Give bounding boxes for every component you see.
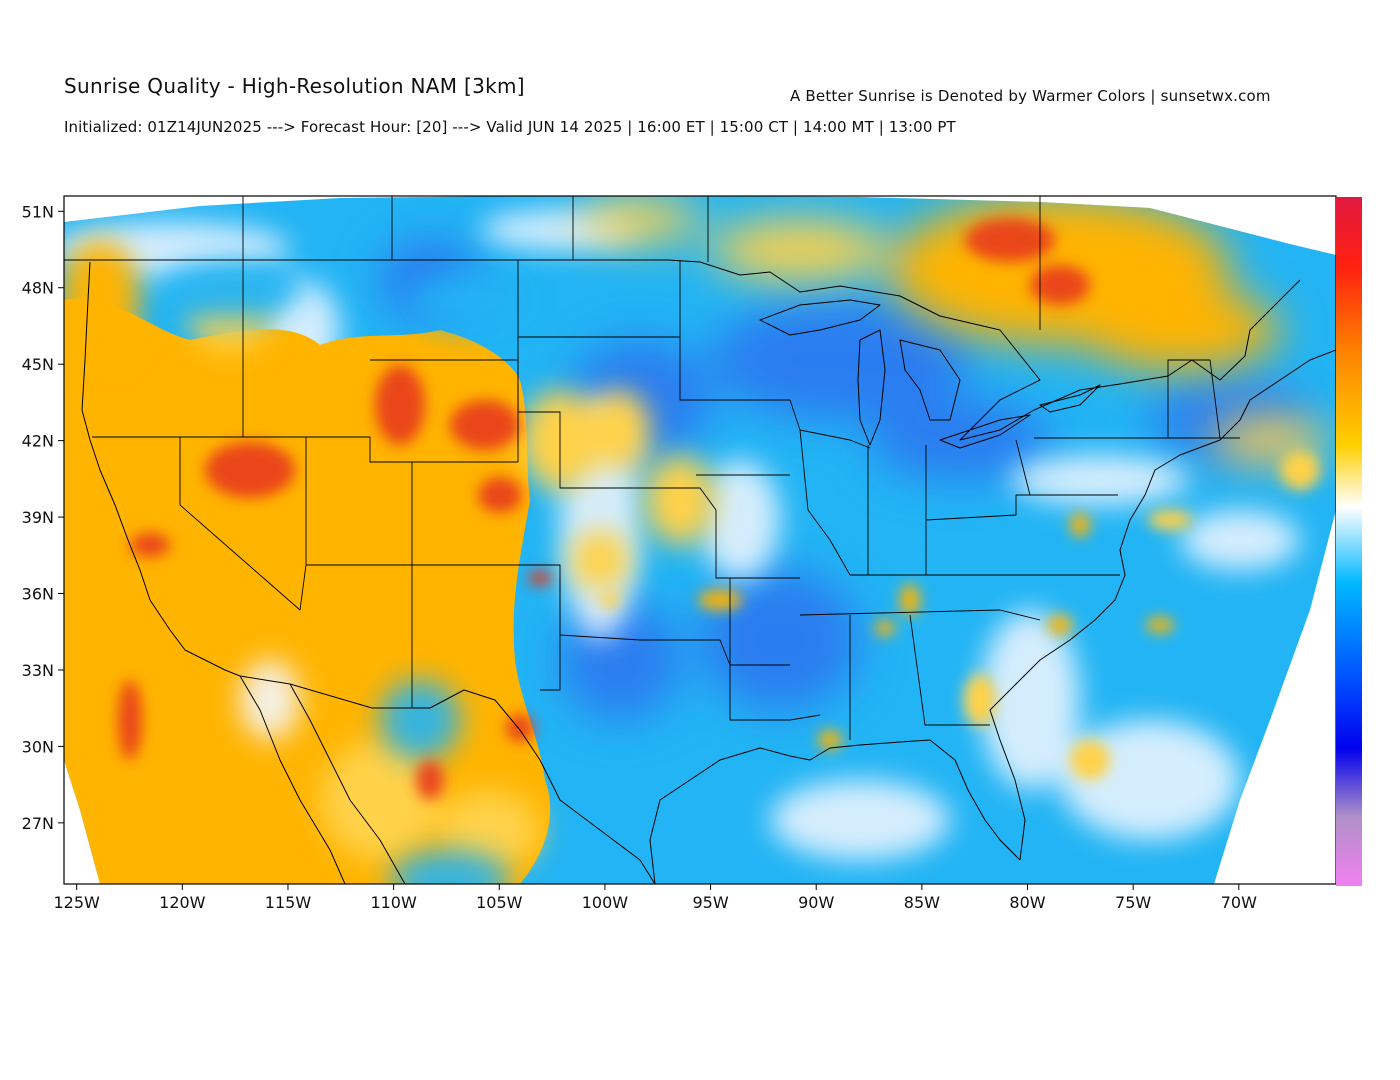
lat-tick-label: 27N	[22, 814, 54, 833]
lon-tick-label: 85W	[904, 893, 940, 912]
gulf-coastline	[649, 739, 1021, 884]
colorbar	[1336, 197, 1362, 886]
lat-tick-label: 33N	[22, 661, 54, 680]
lon-tick-label: 110W	[370, 893, 417, 912]
lon-tick-label: 100W	[582, 893, 629, 912]
neutral-streaks	[64, 210, 1300, 860]
lat-tick-label: 39N	[22, 508, 54, 527]
longitude-axis: 125W 120W 115W 110W 105W 100W 95W 90W 85W 80W 75W 7…	[53, 884, 1257, 912]
lake-michigan	[857, 329, 886, 446]
lat-tick-label: 30N	[22, 737, 54, 756]
latitude-axis: 51N 48N 45N 42N 39N 36N 33N 30N 27N	[22, 202, 64, 833]
atlantic-coastline	[989, 349, 1336, 861]
us-canada-border	[64, 259, 1301, 441]
forecast-info-line: Initialized: 01Z14JUN2025 ---> Forecast …	[64, 118, 956, 136]
lake-erie	[939, 414, 1031, 449]
boundaries	[64, 196, 1336, 884]
lon-tick-label: 115W	[265, 893, 312, 912]
attribution-text: A Better Sunrise is Denoted by Warmer Co…	[790, 87, 1271, 105]
lat-tick-label: 36N	[22, 585, 54, 604]
lon-tick-label: 105W	[476, 893, 523, 912]
lake-superior	[759, 299, 881, 336]
lat-tick-label: 48N	[22, 279, 54, 298]
hot-red-patches	[118, 218, 1090, 800]
west-cool-intrusions	[160, 260, 530, 884]
forecast-field	[64, 196, 1336, 884]
lon-tick-label: 80W	[1009, 893, 1045, 912]
state-lines	[92, 260, 1240, 740]
lon-tick-label: 95W	[692, 893, 728, 912]
pacific-coastline	[81, 261, 241, 677]
map-title: Sunrise Quality - High-Resolution NAM [3…	[64, 74, 525, 98]
lon-tick-label: 70W	[1221, 893, 1257, 912]
lat-tick-label: 45N	[22, 355, 54, 374]
lat-tick-label: 42N	[22, 432, 54, 451]
us-mexico-border	[239, 675, 656, 884]
lon-tick-label: 90W	[798, 893, 834, 912]
lat-tick-label: 51N	[22, 202, 54, 221]
lon-tick-label: 75W	[1115, 893, 1151, 912]
baja-coastline	[239, 675, 346, 884]
lon-tick-label: 120W	[159, 893, 206, 912]
east-warm-cells	[600, 450, 1320, 780]
gulf-of-california	[289, 683, 406, 884]
lake-huron	[899, 339, 961, 421]
province-lines	[242, 196, 1041, 330]
lon-tick-label: 125W	[53, 893, 100, 912]
lake-ontario	[1039, 384, 1101, 413]
